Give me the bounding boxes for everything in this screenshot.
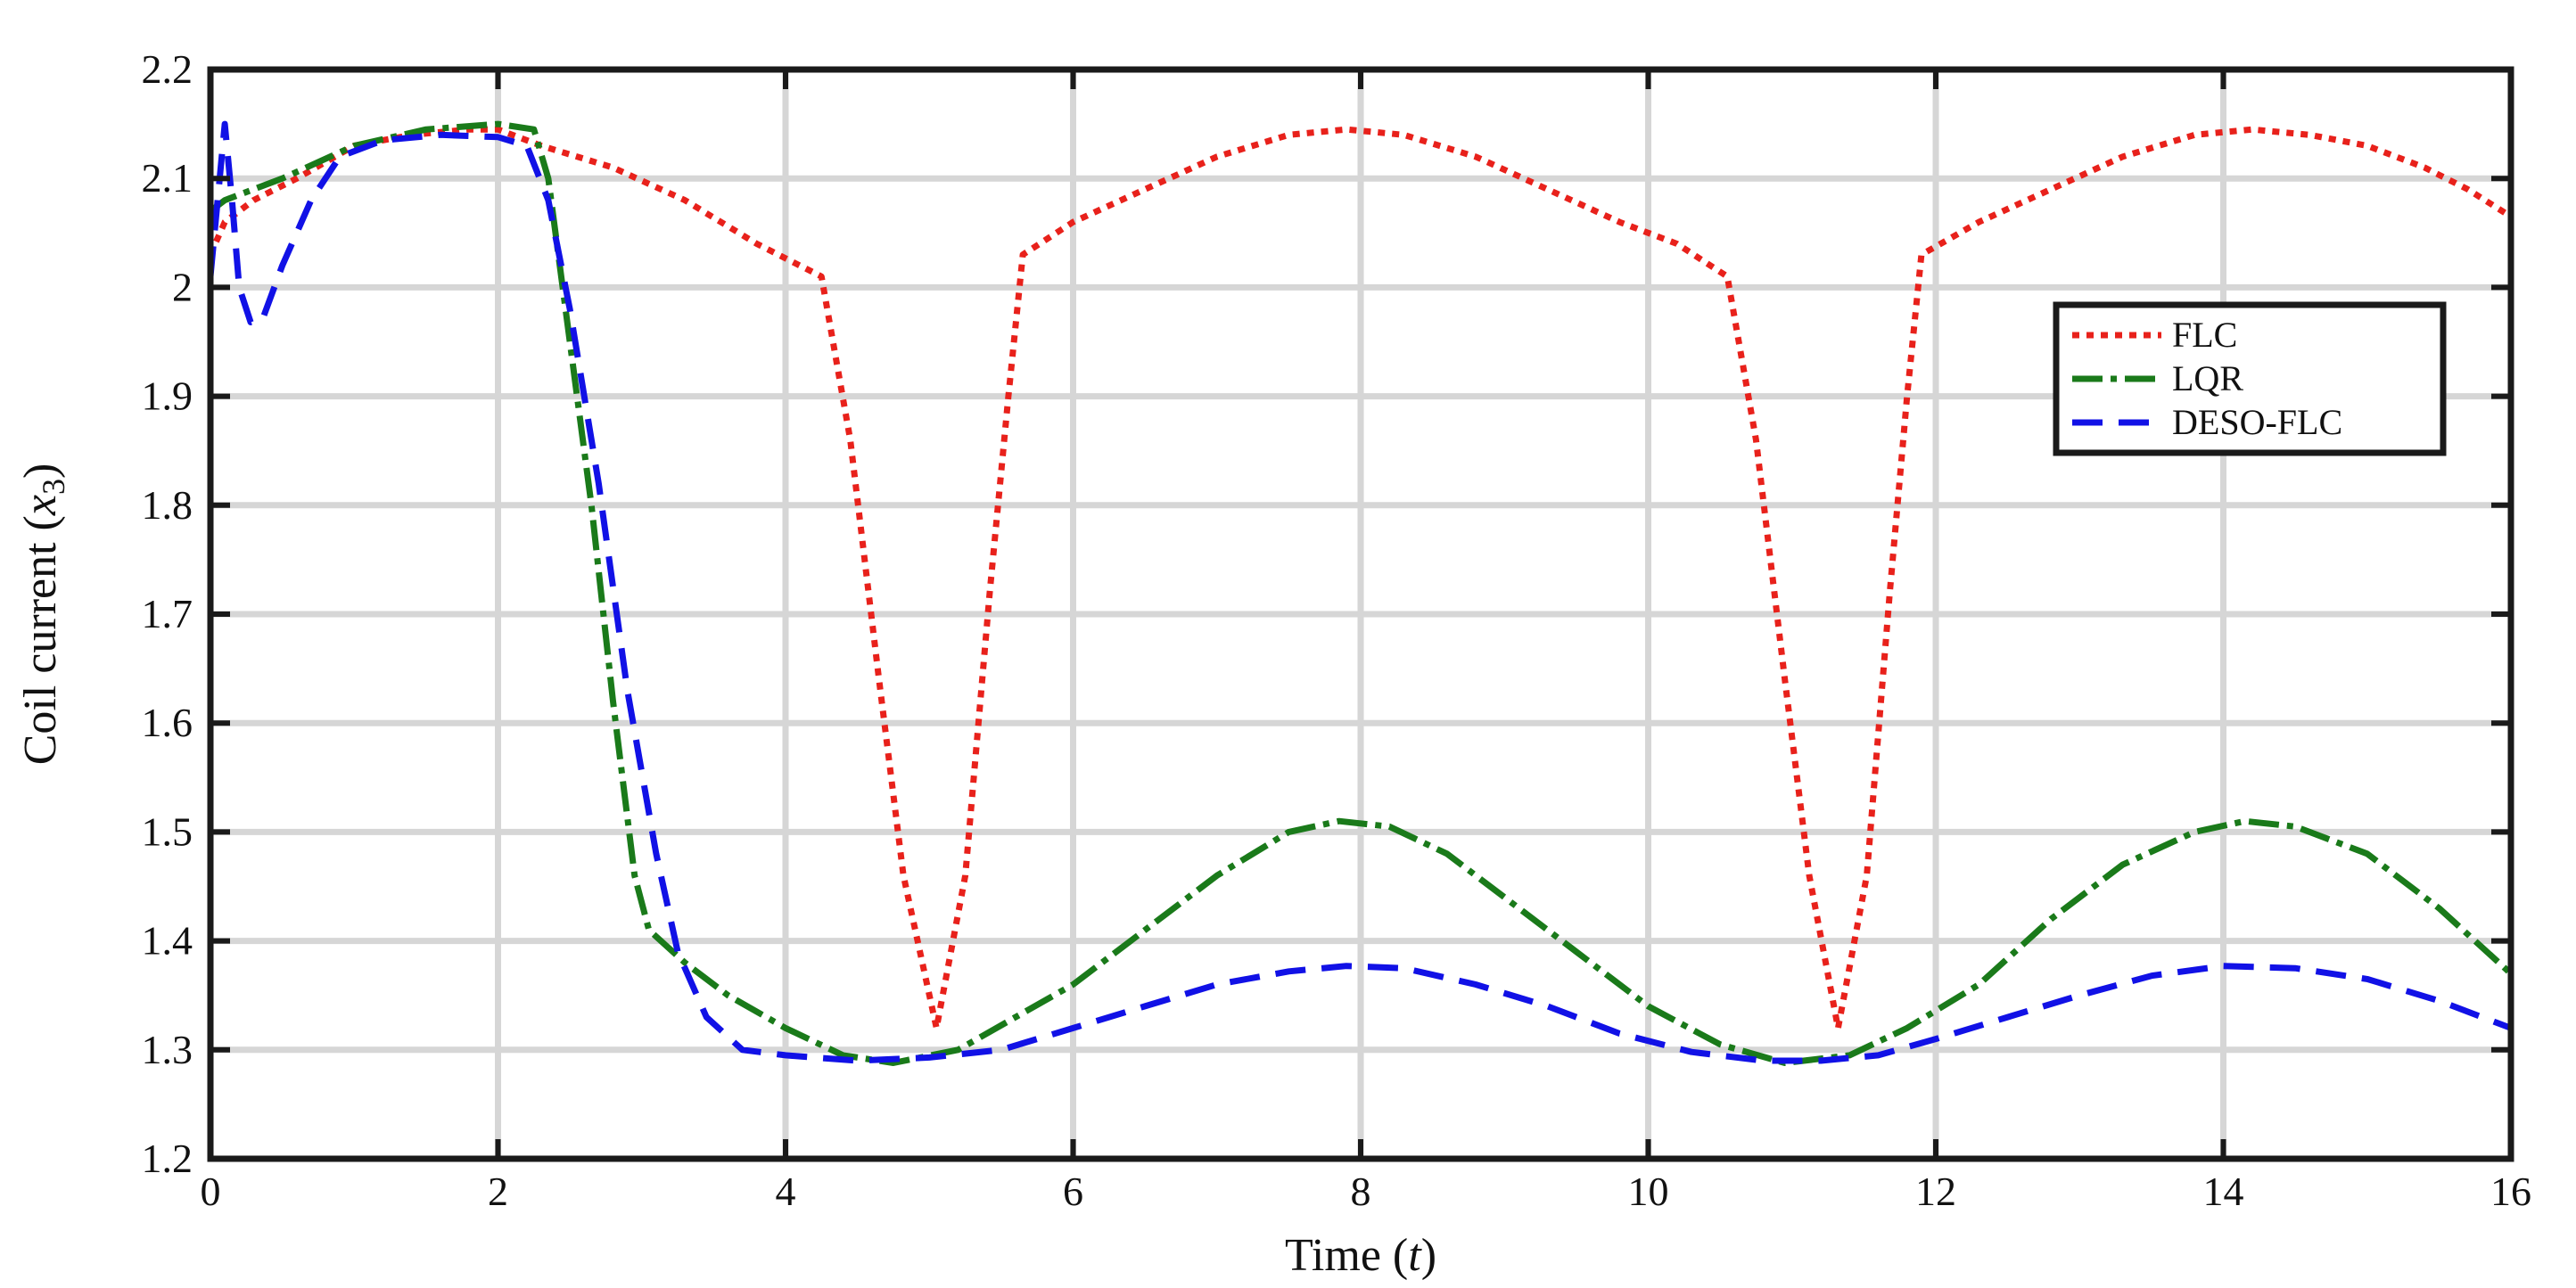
- x-axis-label-text: Time: [1285, 1230, 1381, 1281]
- series-lines: [207, 120, 2514, 1066]
- x-tick-label-2: 4: [776, 1169, 796, 1214]
- x-axis-paren-close: ): [1421, 1230, 1436, 1281]
- legend-label-2: DESO-FLC: [2172, 402, 2342, 442]
- y-tick-label-5: 1.7: [142, 591, 193, 636]
- x-axis-paren-open: (: [1393, 1230, 1408, 1281]
- x-tick-label-1: 2: [488, 1169, 508, 1214]
- x-axis-label: Time (t): [1285, 1230, 1436, 1281]
- y-tick-label-9: 2.1: [142, 155, 193, 201]
- y-tick-label-2: 1.4: [142, 918, 193, 964]
- y-tick-label-6: 1.8: [142, 482, 193, 528]
- y-tick-label-7: 1.9: [142, 373, 193, 419]
- y-axis-label: Coil current (x3): [15, 464, 71, 766]
- legend-label-0: FLC: [2172, 315, 2237, 355]
- x-tick-label-6: 12: [1915, 1169, 1956, 1214]
- series-line-deso-flc: [207, 120, 2513, 1064]
- y-axis-var-subscript: 3: [36, 479, 71, 495]
- x-tick-label-7: 14: [2203, 1169, 2244, 1214]
- y-tick-label-0: 1.2: [142, 1136, 193, 1181]
- axis-ticks: 0 2 4 6 8 10 12 14 16 1.2 1.3 1.4 1.5 1.6 1.7 1.8 1.9 2 2.…: [142, 46, 2532, 1214]
- series-line-lqr: [208, 120, 2514, 1066]
- y-axis-paren-close: ): [15, 464, 66, 479]
- x-tick-label-4: 8: [1351, 1169, 1371, 1214]
- y-axis-var: x: [15, 495, 66, 516]
- x-axis-var: t: [1408, 1230, 1422, 1281]
- y-tick-label-1: 1.3: [142, 1027, 193, 1072]
- grid-lines: [207, 66, 2514, 1162]
- y-axis-label-text: Coil current: [15, 542, 66, 765]
- y-tick-label-8: 2: [172, 264, 193, 309]
- x-tick-label-5: 10: [1628, 1169, 1669, 1214]
- y-tick-label-10: 2.2: [142, 46, 193, 92]
- y-tick-label-3: 1.5: [142, 808, 193, 854]
- x-tick-label-3: 6: [1063, 1169, 1083, 1214]
- y-tick-label-4: 1.6: [142, 700, 193, 745]
- x-tick-label-0: 0: [201, 1169, 221, 1214]
- legend-label-1: LQR: [2172, 358, 2243, 398]
- series-line-flc: [207, 126, 2513, 1031]
- legend-box: [2053, 301, 2447, 456]
- y-axis-paren-open: (: [15, 515, 66, 530]
- x-tick-label-8: 16: [2490, 1169, 2531, 1214]
